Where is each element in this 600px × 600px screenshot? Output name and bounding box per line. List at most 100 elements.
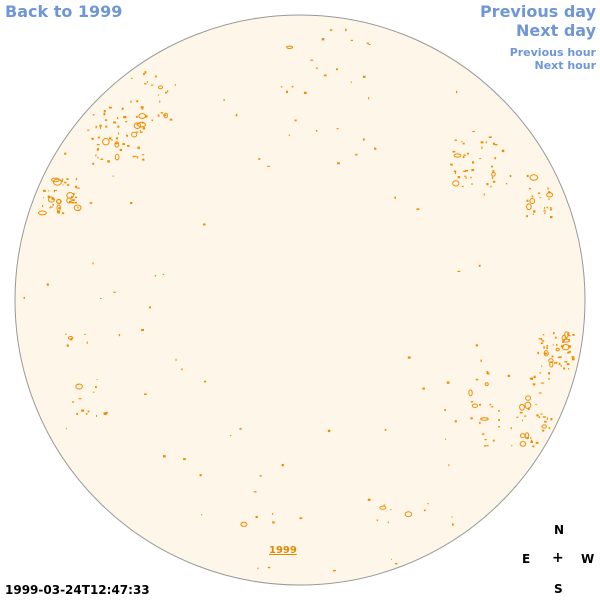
- contour-mark: [533, 375, 536, 379]
- contour-mark: [100, 158, 104, 160]
- contour-mark: [108, 137, 112, 140]
- contour-mark: [446, 381, 450, 384]
- contour-mark: [519, 411, 523, 414]
- contour-mark: [337, 162, 340, 165]
- contour-mark: [174, 84, 176, 86]
- contour-mark: [294, 119, 297, 122]
- contour-mark: [141, 329, 144, 331]
- next-day-link[interactable]: Next day: [516, 21, 596, 40]
- contour-mark: [529, 174, 539, 181]
- contour-mark: [556, 344, 558, 347]
- contour-mark: [103, 110, 106, 113]
- contour-mark: [355, 153, 358, 156]
- contour-mark: [548, 372, 551, 375]
- contour-mark: [463, 154, 466, 156]
- compass-rose: N E + W S: [500, 510, 600, 600]
- contour-mark: [374, 147, 377, 150]
- contour-mark: [201, 514, 203, 516]
- contour-mark: [527, 407, 530, 410]
- contour-mark: [387, 521, 389, 524]
- contour-mark: [117, 125, 120, 128]
- contour-mark: [379, 505, 387, 510]
- contour-mark: [38, 210, 47, 216]
- contour-mark: [51, 177, 60, 183]
- contour-mark: [489, 403, 492, 406]
- contour-mark: [149, 306, 151, 309]
- contour-mark: [552, 344, 554, 346]
- contour-mark: [550, 208, 552, 211]
- contour-mark: [472, 131, 475, 132]
- contour-mark: [376, 519, 379, 521]
- next-hour-link[interactable]: Next hour: [534, 59, 597, 72]
- contour-mark: [159, 100, 161, 103]
- contour-mark: [390, 509, 392, 511]
- contour-mark: [509, 175, 512, 178]
- contour-mark: [492, 170, 495, 172]
- contour-mark: [529, 198, 536, 204]
- contour-mark: [528, 188, 531, 190]
- contour-mark: [544, 212, 546, 214]
- back-to-year-link[interactable]: Back to 1999: [5, 2, 123, 21]
- contour-mark: [142, 127, 146, 130]
- contour-mark: [546, 417, 548, 420]
- contour-mark: [92, 262, 94, 265]
- contour-mark: [525, 395, 532, 401]
- contour-mark: [144, 83, 147, 85]
- contour-mark: [329, 29, 333, 31]
- contour-mark: [81, 409, 85, 412]
- contour-mark: [157, 94, 160, 96]
- contour-mark: [316, 129, 318, 132]
- contour-mark: [530, 377, 534, 380]
- contour-mark: [568, 332, 570, 335]
- contour-mark: [157, 114, 160, 117]
- contour-mark: [465, 170, 468, 172]
- contour-mark: [483, 193, 485, 196]
- contour-mark: [142, 121, 144, 124]
- contour-mark: [391, 558, 393, 560]
- contour-mark: [533, 210, 536, 213]
- contour-mark: [544, 420, 547, 423]
- contour-mark: [464, 175, 466, 178]
- contour-mark: [136, 156, 139, 159]
- contour-mark: [423, 509, 426, 512]
- contour-mark: [118, 334, 121, 337]
- contour-mark: [535, 441, 539, 444]
- contour-mark: [452, 150, 456, 153]
- contour-mark: [367, 498, 371, 501]
- contour-mark: [77, 187, 80, 189]
- year-link[interactable]: 1999: [269, 545, 297, 556]
- contour-mark: [163, 114, 167, 117]
- contour-mark: [468, 389, 473, 397]
- contour-mark: [115, 142, 118, 145]
- previous-day-link[interactable]: Previous day: [479, 2, 596, 21]
- contour-mark: [541, 424, 548, 429]
- contour-mark: [62, 184, 64, 186]
- contour-mark: [141, 159, 145, 161]
- contour-mark: [563, 367, 566, 370]
- contour-mark: [461, 185, 464, 187]
- contour-mark: [43, 197, 45, 199]
- contour-mark: [323, 74, 327, 77]
- contour-mark: [103, 412, 106, 415]
- contour-mark: [523, 415, 527, 417]
- contour-mark: [93, 391, 95, 393]
- contour-mark: [481, 433, 485, 435]
- previous-hour-link[interactable]: Previous hour: [509, 46, 596, 59]
- contour-mark: [472, 161, 475, 164]
- contour-mark: [255, 516, 258, 518]
- contour-mark: [543, 346, 545, 349]
- contour-mark: [530, 440, 533, 443]
- contour-mark: [455, 172, 457, 175]
- contour-mark: [286, 90, 288, 94]
- contour-mark: [485, 141, 487, 144]
- contour-mark: [479, 403, 481, 406]
- contour-mark: [316, 67, 318, 69]
- contour-mark: [467, 152, 469, 155]
- contour-mark: [23, 297, 25, 299]
- contour-mark: [61, 212, 65, 215]
- contour-mark: [169, 118, 173, 121]
- contour-mark: [368, 44, 371, 45]
- contour-mark: [127, 145, 130, 147]
- contour-mark: [510, 427, 512, 430]
- contour-mark: [136, 100, 139, 103]
